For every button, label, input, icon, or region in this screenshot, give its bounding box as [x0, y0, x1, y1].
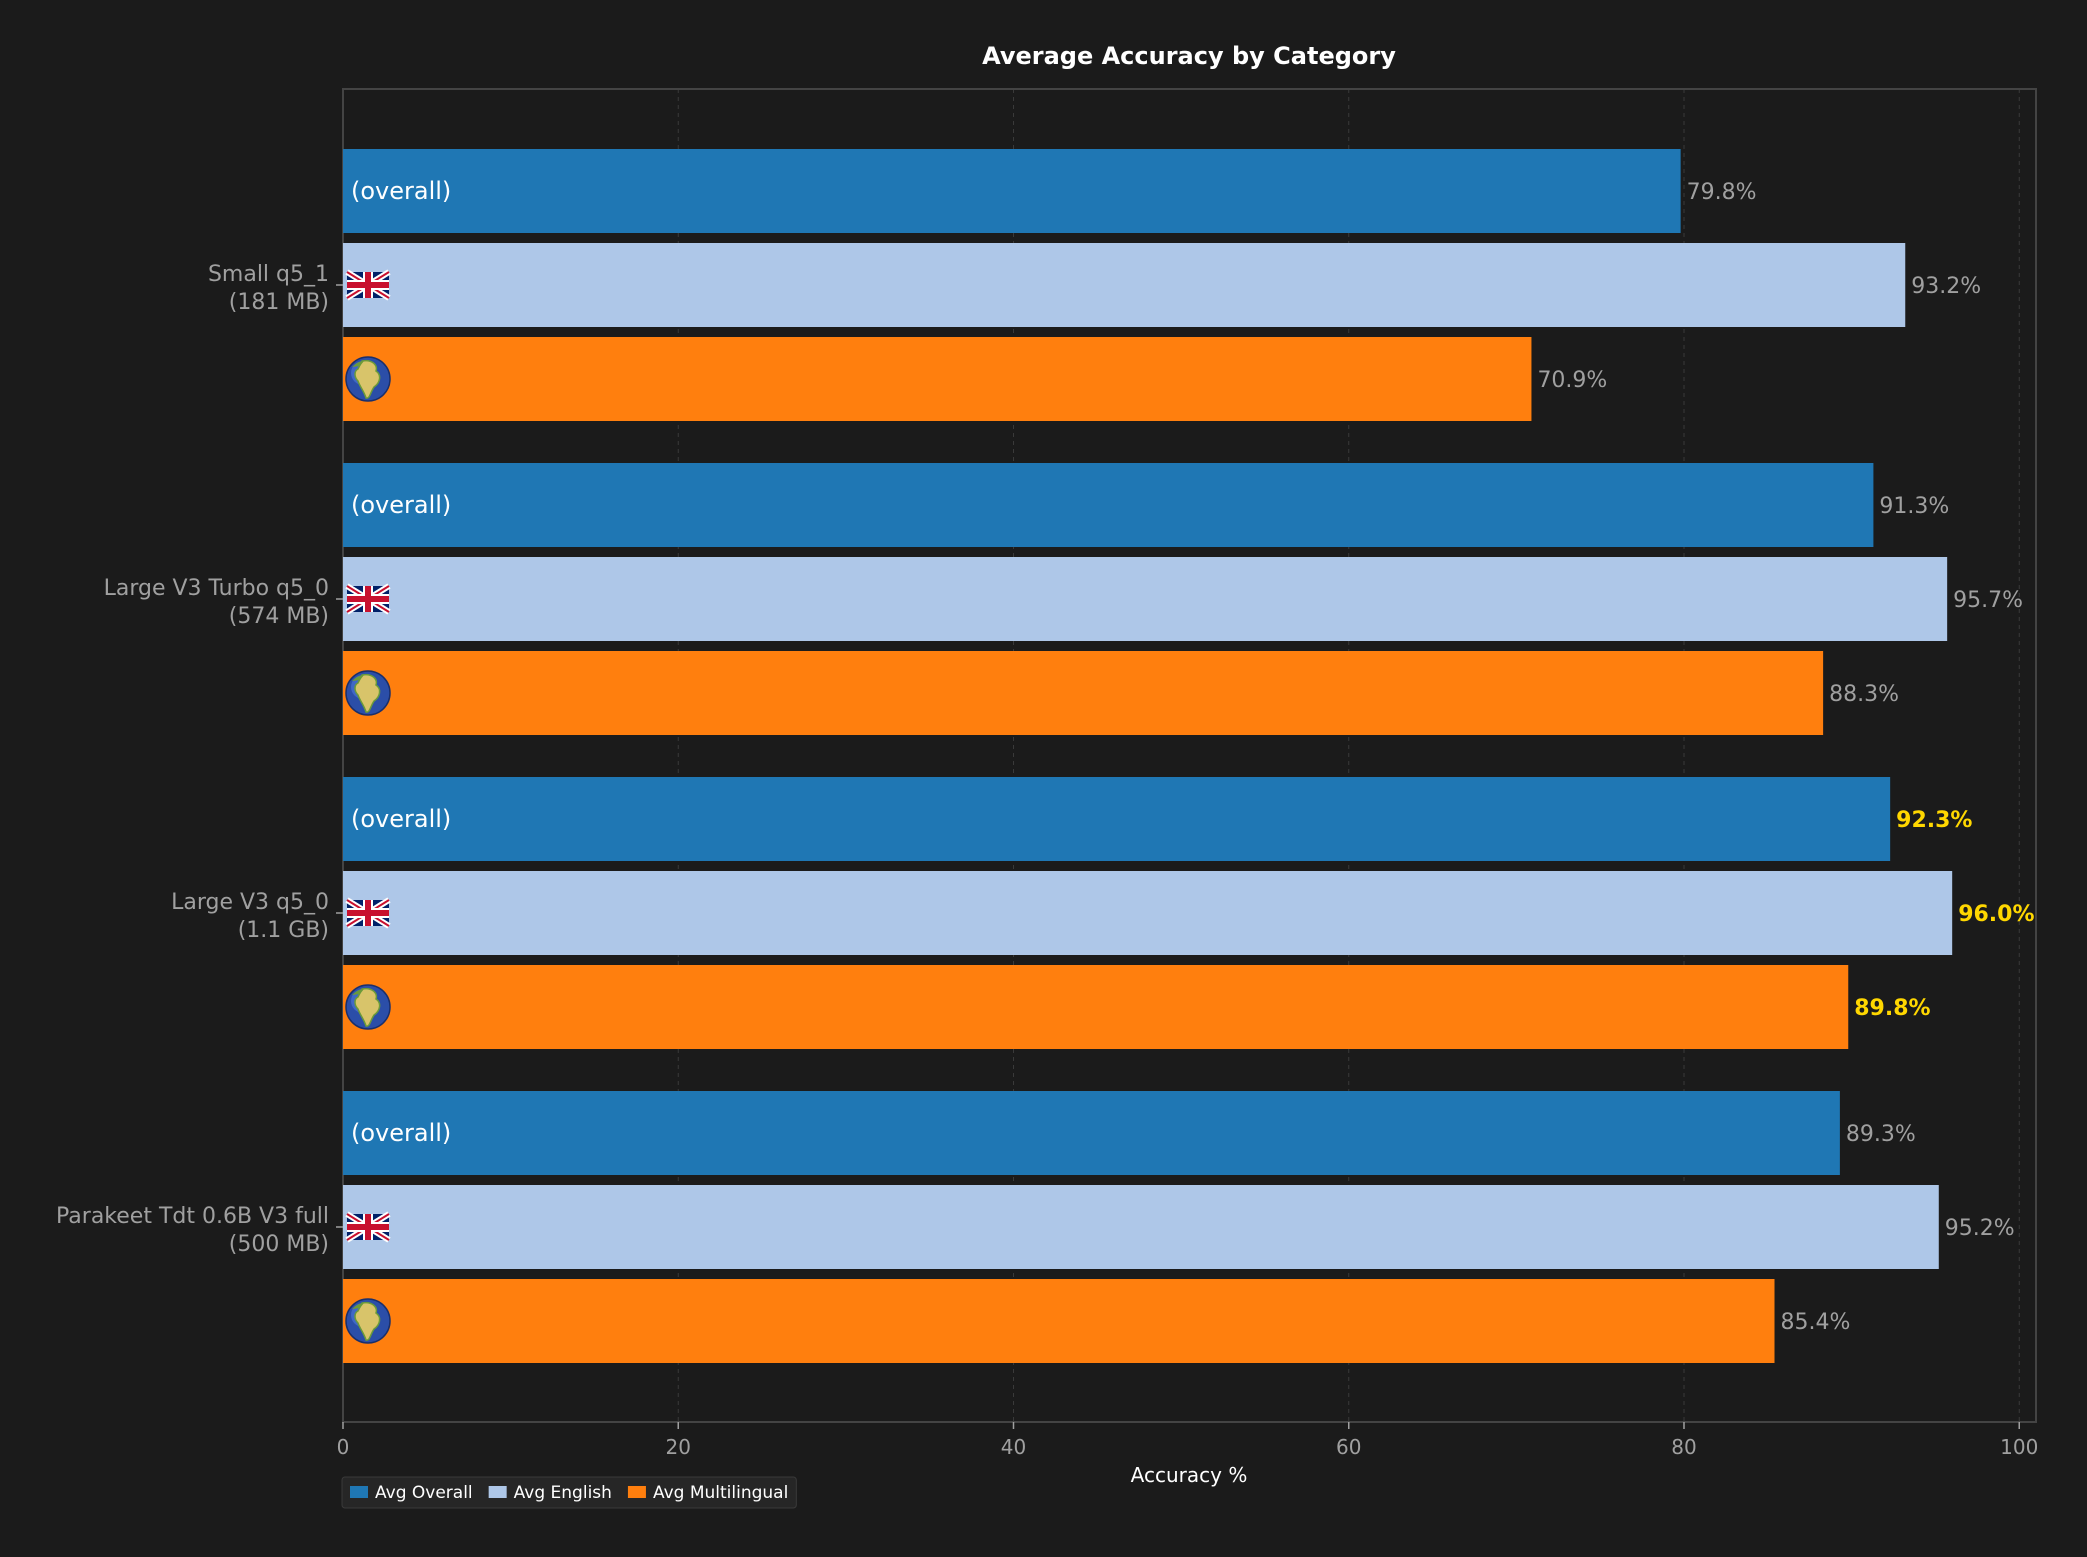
value-label: 95.2% [1945, 1216, 2015, 1241]
category-size-label: (500 MB) [229, 1232, 329, 1257]
uk-flag-icon [345, 583, 391, 615]
bar-avg-overall [343, 777, 1891, 861]
globe-icon [345, 984, 391, 1030]
bar-avg-english [343, 871, 1953, 955]
value-label: 92.3% [1896, 808, 1972, 833]
bar-avg-multilingual [343, 1279, 1775, 1363]
x-axis-label: Accuracy % [1131, 1463, 1248, 1487]
category-size-label: (574 MB) [229, 604, 329, 629]
globe-icon [345, 670, 391, 716]
value-label: 88.3% [1829, 682, 1899, 707]
bar-avg-overall [343, 1091, 1840, 1175]
category-label: Large V3 q5_0 [171, 890, 329, 915]
bar-avg-english [343, 557, 1948, 641]
bar-avg-english [343, 1185, 1939, 1269]
category-label: Large V3 Turbo q5_0 [104, 576, 329, 601]
legend-box [341, 1476, 797, 1509]
y-axis-labels: Small q5_1 (181 MB) Large V3 Turbo q5_0 (57… [56, 262, 343, 1257]
uk-flag-icon [345, 897, 391, 929]
value-label: 89.3% [1846, 1122, 1916, 1147]
value-label: 95.7% [1953, 588, 2023, 613]
x-tick-label: 20 [666, 1435, 691, 1459]
uk-flag-icon [345, 269, 391, 301]
bar-avg-overall [343, 463, 1874, 547]
chart-title: Average Accuracy by Category [982, 42, 1396, 70]
overall-bar-label: (overall) [351, 805, 451, 833]
legend-swatch [350, 1486, 368, 1498]
uk-flag-icon [345, 1211, 391, 1243]
legend-label: Avg English [514, 1483, 612, 1503]
bar-avg-multilingual [343, 965, 1849, 1049]
bar-avg-multilingual [343, 651, 1824, 735]
legend-label: Avg Overall [375, 1483, 473, 1503]
category-size-label: (181 MB) [229, 290, 329, 315]
value-labels: 79.8% 93.2% 70.9% 91.3% 95.7% 88.3% 92.3% 96.0%… [1537, 180, 2034, 1335]
value-label: 70.9% [1537, 368, 1607, 393]
plot-frame [342, 88, 2037, 1423]
x-axis-ticks: 0 20 40 60 80 100 [337, 1422, 2038, 1459]
x-tick-label: 40 [1001, 1435, 1026, 1459]
value-label: 79.8% [1687, 180, 1757, 205]
category-label: Small q5_1 [208, 262, 329, 287]
legend: Avg Overall Avg English Avg Multilingual [341, 1476, 797, 1509]
legend-label: Avg Multilingual [653, 1483, 788, 1503]
value-label: 85.4% [1781, 1310, 1851, 1335]
globe-icon [345, 1298, 391, 1344]
bar-avg-overall [343, 149, 1681, 233]
category-label: Parakeet Tdt 0.6B V3 full [56, 1204, 329, 1229]
x-tick-label: 0 [337, 1435, 350, 1459]
x-tick-label: 60 [1336, 1435, 1361, 1459]
bars: (overall) (overall) (overall) (overall) [343, 149, 1953, 1363]
legend-swatch [627, 1486, 646, 1498]
overall-bar-label: (overall) [351, 491, 451, 519]
value-label: 89.8% [1854, 996, 1930, 1021]
value-label: 91.3% [1879, 494, 1949, 519]
bar-avg-english [343, 243, 1906, 327]
overall-bar-label: (overall) [351, 1119, 451, 1147]
x-tick-label: 80 [1671, 1435, 1696, 1459]
category-size-label: (1.1 GB) [238, 918, 329, 943]
legend-swatch [488, 1486, 507, 1498]
x-tick-label: 100 [2000, 1435, 2038, 1459]
globe-icon [345, 356, 391, 402]
value-label: 93.2% [1911, 274, 1981, 299]
value-label: 96.0% [1958, 902, 2034, 927]
overall-bar-label: (overall) [351, 177, 451, 205]
bar-avg-multilingual [343, 337, 1532, 421]
